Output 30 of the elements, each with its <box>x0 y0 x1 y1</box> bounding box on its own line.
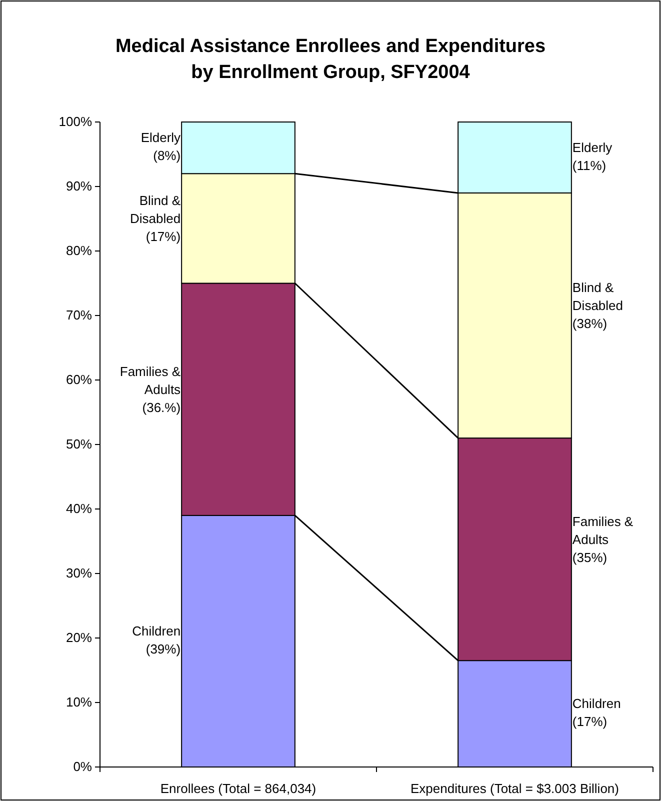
y-tick-label: 0% <box>73 759 92 774</box>
series-label: Children <box>572 696 621 712</box>
annotation: (36.%) <box>142 400 181 415</box>
y-tick-label: 30% <box>66 566 92 581</box>
text: Blind & Disabled <box>130 192 181 226</box>
x-tick-label: Expenditures (Total = $3.003 Billion) <box>410 781 619 796</box>
series-label: Elderly <box>572 140 613 155</box>
annotation: (17%) <box>572 714 608 730</box>
y-tick-label: 80% <box>66 243 92 258</box>
series-label: Families & Adults <box>572 514 634 547</box>
y-tick-label: 20% <box>66 630 92 646</box>
y-tick-label: 50% <box>66 436 92 452</box>
y-tick-label: 60% <box>66 372 92 388</box>
y-tick-label: 90% <box>66 178 92 194</box>
annotation: (17%) <box>146 228 181 244</box>
y-tick-label: 100% <box>58 114 92 130</box>
annotation: (8%) <box>153 148 181 164</box>
text: Children <box>132 624 181 639</box>
annotation: (39%) <box>146 642 181 657</box>
annotation: (11%) <box>572 158 606 173</box>
series-label: Blind & Disabled <box>572 280 624 313</box>
y-tick-label: 70% <box>66 308 92 323</box>
chart-title: Medical Assistance Enrollees and Expenditures by Enrollment Group, SFY2004 <box>115 36 546 83</box>
text: Elderly <box>140 130 181 146</box>
x-tick-label: Enrollees (Total = 864,034) <box>160 781 316 796</box>
annotation: (35%) <box>572 550 608 565</box>
text: Families & Adults <box>120 364 181 397</box>
y-tick-label: 40% <box>66 501 92 516</box>
y-tick-label: 10% <box>66 694 92 710</box>
annotation: (38%) <box>572 316 608 331</box>
